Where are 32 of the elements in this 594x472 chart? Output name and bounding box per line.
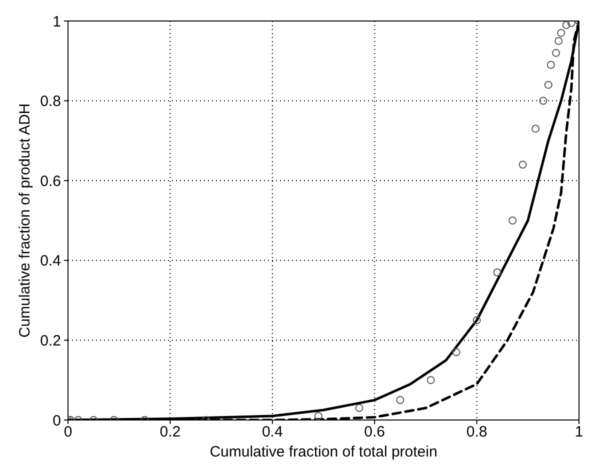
point [539, 96, 548, 105]
x-tick-label: 0.8 [466, 424, 488, 441]
y-tick-label: 0.8 [40, 93, 61, 110]
y-tick-label: 1 [52, 13, 61, 30]
point [554, 36, 563, 45]
point [396, 396, 404, 404]
x-tick-label: 0 [64, 424, 72, 441]
y-tick-label: 0.4 [40, 252, 61, 270]
point [532, 124, 540, 133]
y-tick-label: 0 [52, 412, 61, 430]
point [567, 21, 576, 27]
y-tick-label: 0.6 [40, 172, 61, 190]
point [546, 60, 555, 69]
point [557, 28, 566, 37]
y-tick-label: 0.2 [40, 332, 61, 350]
x-axis-title: Cumulative fraction of total protein [210, 444, 438, 461]
point [426, 376, 435, 384]
point [314, 412, 322, 420]
x-tick-label: 0.2 [160, 424, 181, 441]
y-axis-title: Cumulative fraction of product ADH [16, 103, 34, 338]
x-tick-label: 0.4 [262, 424, 283, 441]
point [493, 268, 502, 276]
point [552, 48, 560, 57]
point [452, 348, 460, 356]
point [508, 216, 517, 224]
x-tick-label: 1 [574, 424, 584, 441]
point [544, 80, 552, 89]
point [562, 21, 570, 29]
point [472, 316, 481, 324]
point [518, 160, 527, 169]
x-tick-label: 0.6 [364, 424, 386, 441]
point [355, 404, 364, 412]
